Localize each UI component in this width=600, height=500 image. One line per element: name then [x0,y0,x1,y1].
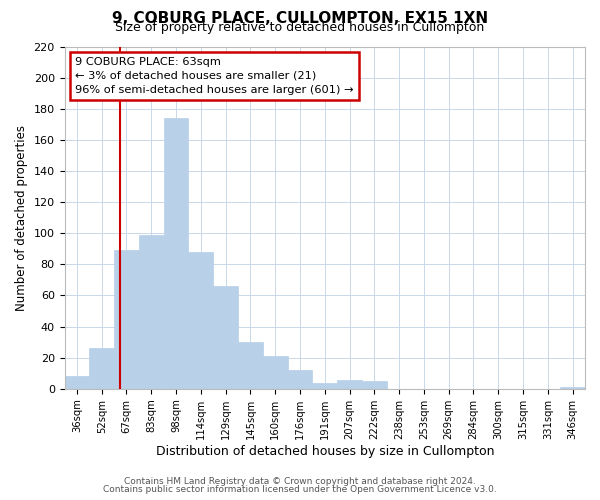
Bar [65,376,89,389]
Y-axis label: Number of detached properties: Number of detached properties [15,124,28,310]
Bar [213,286,238,389]
Bar [238,342,263,389]
Text: 9, COBURG PLACE, CULLOMPTON, EX15 1XN: 9, COBURG PLACE, CULLOMPTON, EX15 1XN [112,11,488,26]
Text: Contains HM Land Registry data © Crown copyright and database right 2024.: Contains HM Land Registry data © Crown c… [124,478,476,486]
Bar [188,252,213,389]
X-axis label: Distribution of detached houses by size in Cullompton: Distribution of detached houses by size … [155,444,494,458]
Text: Size of property relative to detached houses in Cullompton: Size of property relative to detached ho… [115,21,485,34]
Text: Contains public sector information licensed under the Open Government Licence v3: Contains public sector information licen… [103,485,497,494]
Bar [337,380,362,389]
Bar [114,250,139,389]
Bar [287,370,313,389]
Bar [313,382,337,389]
Bar [362,381,387,389]
Bar [89,348,114,389]
Bar [263,356,287,389]
Bar [560,388,585,389]
Bar [164,118,188,389]
Text: 9 COBURG PLACE: 63sqm
← 3% of detached houses are smaller (21)
96% of semi-detac: 9 COBURG PLACE: 63sqm ← 3% of detached h… [75,57,353,95]
Bar [139,235,164,389]
